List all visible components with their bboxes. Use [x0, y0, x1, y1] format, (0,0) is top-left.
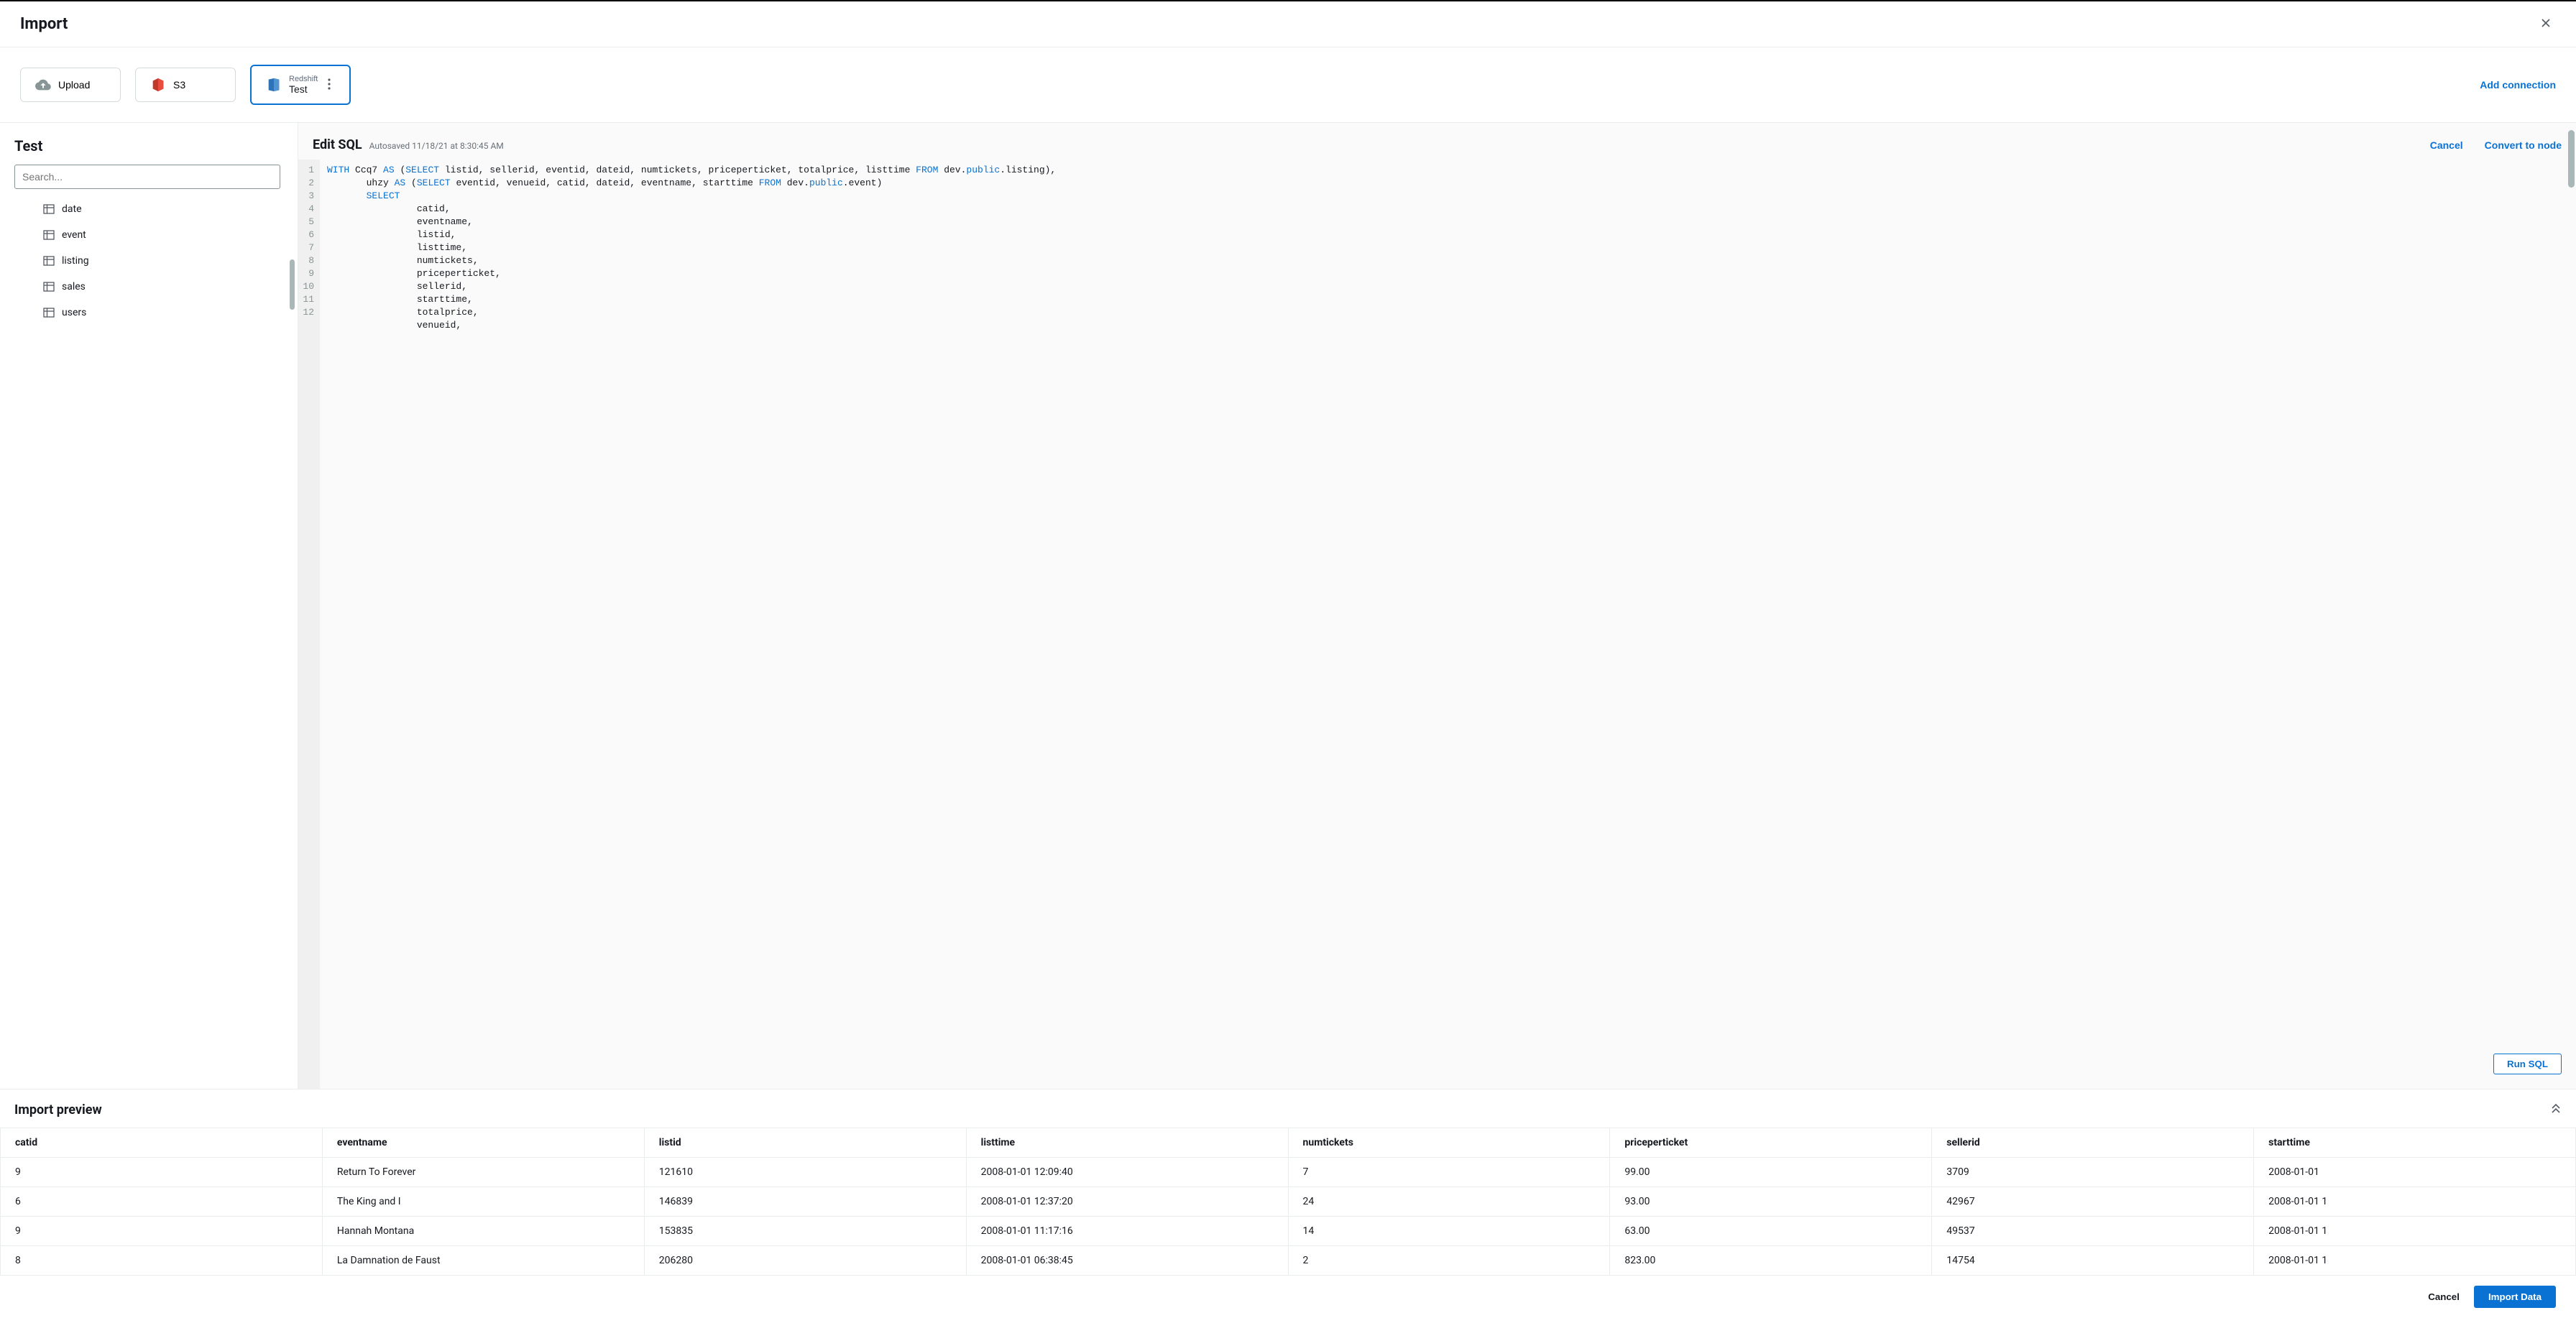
s3-label: S3 [173, 79, 185, 91]
col-eventname[interactable]: eventname [322, 1128, 644, 1158]
col-listtime[interactable]: listtime [966, 1128, 1288, 1158]
redshift-mainlabel: Test [289, 83, 308, 95]
close-icon [2539, 16, 2553, 30]
line-gutter: 1 2 3 4 5 6 7 8 9 10 11 12 [298, 160, 320, 1089]
col-catid[interactable]: catid [1, 1128, 323, 1158]
add-connection-button[interactable]: Add connection [2480, 79, 2556, 91]
editor-actions: Cancel Convert to node [2430, 139, 2562, 151]
table-row[interactable]: 8 La Damnation de Faust 206280 2008-01-0… [1, 1246, 2576, 1276]
table-icon [43, 203, 55, 215]
table-row[interactable]: 9 Hannah Montana 153835 2008-01-01 11:17… [1, 1217, 2576, 1246]
table-list: date event listing sales users [14, 196, 283, 326]
editor-header: Edit SQL Autosaved 11/18/21 at 8:30:45 A… [298, 123, 2576, 160]
code-area[interactable]: 1 2 3 4 5 6 7 8 9 10 11 12 WITH Ccq7 AS … [298, 160, 2576, 1089]
col-numtickets[interactable]: numtickets [1288, 1128, 1610, 1158]
search-input[interactable] [14, 165, 280, 189]
preview-title: Import preview [14, 1102, 102, 1117]
preview-header: Import preview [0, 1089, 2576, 1128]
table-item-date[interactable]: date [14, 196, 283, 222]
table-icon [43, 229, 55, 241]
table-row[interactable]: 9 Return To Forever 121610 2008-01-01 12… [1, 1158, 2576, 1187]
preview-table: catid eventname listid listtime numticke… [0, 1128, 2576, 1276]
modal-header: Import [0, 1, 2576, 47]
convert-to-node-button[interactable]: Convert to node [2485, 139, 2562, 151]
table-item-listing[interactable]: listing [14, 248, 283, 274]
preview-section: Import preview catid eventname listid li… [0, 1089, 2576, 1276]
run-sql-button[interactable]: Run SQL [2493, 1054, 2562, 1074]
chevron-double-up-icon [2550, 1103, 2562, 1115]
editor-title: Edit SQL [313, 137, 362, 152]
upload-icon [35, 77, 51, 93]
workspace: Test date event listing sales [0, 123, 2576, 1089]
code-content[interactable]: WITH Ccq7 AS (SELECT listid, sellerid, e… [320, 160, 2576, 1089]
table-icon [43, 307, 55, 318]
s3-source-button[interactable]: S3 [135, 68, 236, 102]
preview-tbody: 9 Return To Forever 121610 2008-01-01 12… [1, 1158, 2576, 1276]
autosave-status: Autosaved 11/18/21 at 8:30:45 AM [369, 141, 504, 151]
import-data-button[interactable]: Import Data [2474, 1286, 2556, 1308]
col-starttime[interactable]: starttime [2254, 1128, 2576, 1158]
table-icon [43, 281, 55, 292]
table-header-row: catid eventname listid listtime numticke… [1, 1128, 2576, 1158]
source-bar: Upload S3 Redshift Test Add connection [0, 47, 2576, 123]
modal-footer: Cancel Import Data [0, 1276, 2576, 1318]
redshift-menu-button[interactable] [325, 78, 334, 92]
table-icon [43, 255, 55, 267]
modal-title: Import [20, 15, 68, 33]
sql-editor-pane: Edit SQL Autosaved 11/18/21 at 8:30:45 A… [298, 123, 2576, 1089]
upload-label: Upload [58, 79, 90, 91]
close-button[interactable] [2536, 13, 2556, 35]
redshift-sublabel: Redshift [289, 75, 318, 83]
sidebar-title: Test [14, 137, 283, 155]
s3-icon [150, 77, 166, 93]
table-item-users[interactable]: users [14, 300, 283, 326]
editor-cancel-button[interactable]: Cancel [2430, 139, 2463, 151]
col-priceperticket[interactable]: priceperticket [1610, 1128, 1932, 1158]
collapse-preview-button[interactable] [2550, 1103, 2562, 1117]
table-row[interactable]: 6 The King and I 146839 2008-01-01 12:37… [1, 1187, 2576, 1217]
footer-cancel-button[interactable]: Cancel [2428, 1291, 2460, 1302]
kebab-icon [328, 78, 331, 90]
import-modal: Import Upload S3 Redshift Test [0, 0, 2576, 1318]
schema-sidebar: Test date event listing sales [0, 123, 298, 1089]
redshift-source-button[interactable]: Redshift Test [250, 65, 351, 105]
editor-scrollbar[interactable] [2568, 130, 2575, 188]
col-listid[interactable]: listid [644, 1128, 966, 1158]
redshift-icon [266, 77, 282, 93]
sidebar-scrollbar[interactable] [290, 259, 295, 310]
table-item-sales[interactable]: sales [14, 274, 283, 300]
upload-source-button[interactable]: Upload [20, 68, 121, 102]
col-sellerid[interactable]: sellerid [1932, 1128, 2254, 1158]
table-item-event[interactable]: event [14, 222, 283, 248]
